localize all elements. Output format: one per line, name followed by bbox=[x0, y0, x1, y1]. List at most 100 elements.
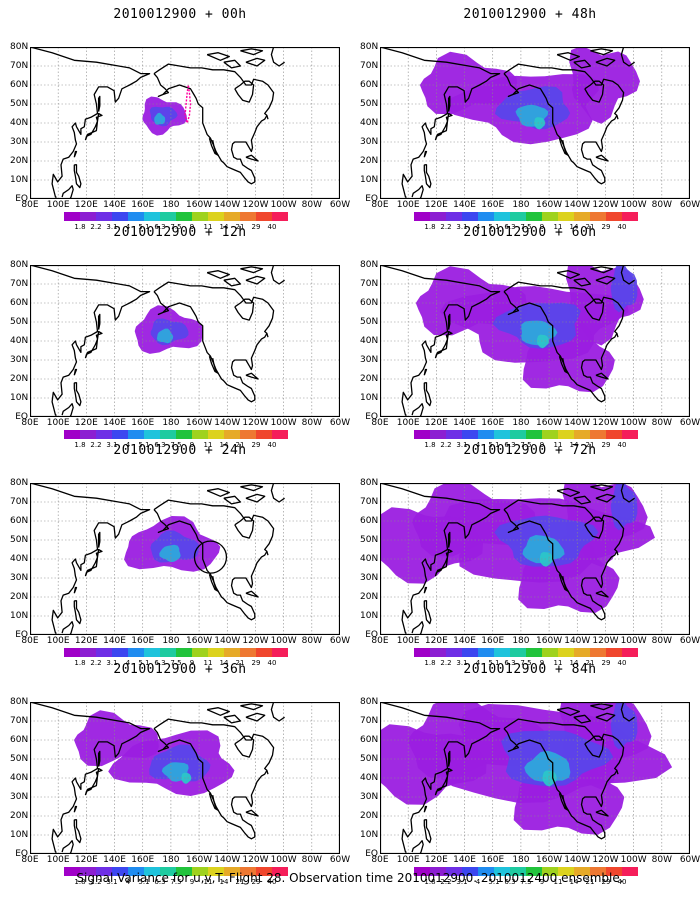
lon-tick-label: 100W bbox=[270, 636, 297, 646]
lon-tick-label: 160W bbox=[186, 636, 213, 646]
map-panel: 2010012900 + 12h 80N 70N 60N 50N 40N 30N 20N 10N… bbox=[10, 225, 350, 449]
map-panel: 2010012900 + 72h 80N 70N 60N 50N 40N 30N 20N 10N… bbox=[360, 443, 700, 667]
variance-shading bbox=[534, 117, 546, 130]
lon-tick-label: 180 bbox=[162, 855, 180, 865]
colorbar-swatch bbox=[272, 212, 288, 221]
lat-tick-label: 40N bbox=[10, 554, 29, 564]
colorbar-label: 5.1 bbox=[138, 223, 150, 231]
coastline bbox=[556, 488, 580, 497]
colorbar-label: 3.1 bbox=[106, 659, 118, 667]
coastline bbox=[423, 150, 428, 158]
lon-tick-label: 80E bbox=[371, 200, 389, 210]
coastline bbox=[97, 531, 101, 548]
colorbar-label: 21 bbox=[235, 878, 245, 886]
coastline bbox=[584, 298, 605, 321]
colorbar-swatch bbox=[192, 212, 208, 221]
colorbar-label: 9 bbox=[539, 441, 545, 449]
colorbar-label: 1.8 bbox=[74, 659, 86, 667]
colorbar-label: 7.5 bbox=[520, 659, 532, 667]
map-panel: 2010012900 + 48h 80N 70N 60N 50N 40N 30N 20N 10N… bbox=[360, 7, 700, 231]
colorbar-swatch bbox=[526, 212, 542, 221]
lon-tick-label: 180 bbox=[512, 855, 530, 865]
lon-tick-label: 160E bbox=[481, 200, 505, 210]
colorbar-label: 2.2 bbox=[90, 223, 102, 231]
coastline bbox=[153, 73, 268, 185]
lon-tick-label: 100W bbox=[620, 418, 647, 428]
variance-shading bbox=[380, 507, 483, 584]
coastline bbox=[423, 382, 432, 407]
lat-tick-label: 70N bbox=[360, 279, 379, 289]
coastline bbox=[234, 735, 255, 758]
lon-tick-label: 60W bbox=[679, 200, 700, 210]
colorbar-swatch bbox=[478, 212, 494, 221]
colorbar-label: 9 bbox=[539, 223, 545, 231]
colorbar-label: 40 bbox=[267, 878, 277, 886]
coastline bbox=[208, 574, 219, 592]
lon-tick-label: 120W bbox=[242, 855, 269, 865]
colorbar-label: 11 bbox=[553, 441, 563, 449]
coastline bbox=[434, 767, 453, 796]
lon-tick-label: 60W bbox=[679, 855, 700, 865]
coastline bbox=[73, 164, 82, 189]
lat-tick-label: EQ bbox=[365, 412, 378, 422]
lat-tick-label: 10N bbox=[10, 393, 29, 403]
colorbar-swatch bbox=[96, 212, 112, 221]
coastline bbox=[411, 621, 424, 635]
lon-tick-label: 120E bbox=[424, 636, 448, 646]
coastline bbox=[573, 495, 592, 505]
lon-tick-label: 160E bbox=[131, 200, 155, 210]
coastline bbox=[423, 600, 432, 625]
lon-tick-label: 140W bbox=[214, 200, 241, 210]
coastline bbox=[423, 819, 432, 844]
colorbar-swatch bbox=[446, 212, 462, 221]
colorbar-swatch bbox=[494, 430, 510, 439]
coastline bbox=[73, 586, 78, 594]
colorbar-label: 7.5 bbox=[520, 878, 532, 886]
coastline bbox=[240, 48, 264, 56]
colorbar-swatch bbox=[526, 867, 542, 876]
coastline bbox=[447, 750, 451, 767]
colorbar-swatch bbox=[462, 212, 478, 221]
lat-tick-label: 20N bbox=[10, 374, 29, 384]
colorbar-swatch bbox=[224, 212, 240, 221]
panel-title: 2010012900 + 84h bbox=[463, 662, 597, 677]
colorbar-label: 29 bbox=[251, 659, 261, 667]
lat-tick-label: 30N bbox=[10, 355, 29, 365]
lon-tick-label: 160E bbox=[481, 855, 505, 865]
colorbar-label: 14 bbox=[219, 878, 229, 886]
colorbar-swatch bbox=[224, 430, 240, 439]
lon-tick-label: 100W bbox=[620, 636, 647, 646]
colorbar-swatch bbox=[80, 648, 96, 657]
lon-tick-label: 100E bbox=[46, 418, 70, 428]
colorbar-swatch bbox=[256, 212, 272, 221]
colorbar-swatch bbox=[272, 648, 288, 657]
lat-tick-label: 60N bbox=[10, 298, 29, 308]
coastline bbox=[556, 707, 580, 716]
lat-tick-label: 20N bbox=[360, 592, 379, 602]
colorbar-swatch bbox=[478, 430, 494, 439]
panel-title: 2010012900 + 24h bbox=[113, 443, 247, 458]
colorbar-swatch bbox=[192, 648, 208, 657]
lat-tick-label: 50N bbox=[10, 754, 29, 764]
coastline bbox=[558, 356, 569, 374]
coastline bbox=[620, 265, 635, 285]
colorbar-label: 4 bbox=[475, 659, 481, 667]
coastline bbox=[245, 809, 259, 817]
lon-tick-label: 120E bbox=[424, 855, 448, 865]
colorbar-swatch bbox=[208, 867, 224, 876]
panel-title: 2010012900 + 00h bbox=[113, 7, 247, 22]
colorbar-label: 3.1 bbox=[106, 878, 118, 886]
lon-tick-label: 100E bbox=[46, 636, 70, 646]
lat-tick-label: EQ bbox=[365, 630, 378, 640]
lon-tick-label: 140E bbox=[453, 200, 476, 210]
coastline bbox=[590, 484, 614, 492]
lat-tick-label: 50N bbox=[360, 317, 379, 327]
colorbar-swatch bbox=[558, 212, 574, 221]
colorbar-swatch bbox=[112, 648, 128, 657]
variance-shading bbox=[524, 750, 571, 782]
colorbar-label: 2.2 bbox=[440, 878, 452, 886]
colorbar-label: 1.8 bbox=[424, 441, 436, 449]
lat-tick-label: 60N bbox=[10, 516, 29, 526]
colorbar-label: 29 bbox=[251, 441, 261, 449]
coastline bbox=[208, 793, 219, 811]
